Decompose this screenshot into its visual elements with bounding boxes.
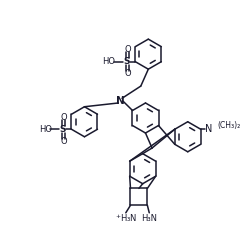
Text: O: O xyxy=(124,69,131,78)
Text: H₃N: H₃N xyxy=(141,214,157,223)
Text: O: O xyxy=(60,137,67,146)
Text: O: O xyxy=(124,45,131,54)
Text: O: O xyxy=(60,113,67,122)
Text: S: S xyxy=(124,57,130,66)
Text: (CH₃)₂: (CH₃)₂ xyxy=(218,121,241,130)
Text: N: N xyxy=(204,124,212,134)
Text: S: S xyxy=(60,125,66,134)
Text: $^{+}$H₃N: $^{+}$H₃N xyxy=(114,213,137,224)
Text: HO: HO xyxy=(103,57,115,66)
Text: HO: HO xyxy=(39,125,52,134)
Text: N: N xyxy=(116,96,125,106)
